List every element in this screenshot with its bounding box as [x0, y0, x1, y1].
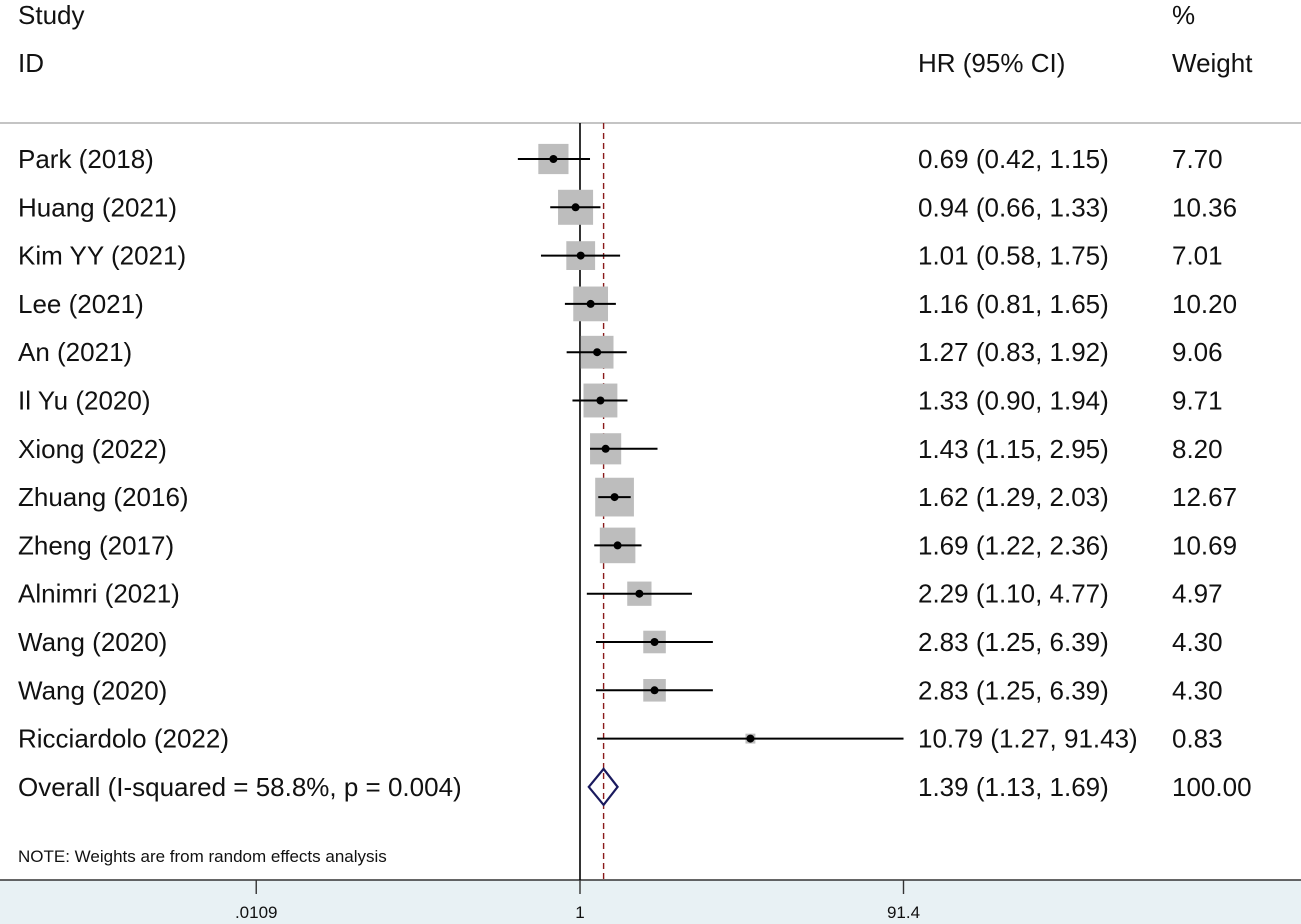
x-axis-ticks: .0109 1 91.4 — [235, 880, 920, 922]
study-weight: 7.70 — [1172, 144, 1223, 174]
study-hr-ci: 1.62 (1.29, 2.03) — [918, 482, 1109, 512]
study-point-estimate — [596, 396, 605, 405]
study-weight: 8.20 — [1172, 434, 1223, 464]
x-tick-label: 1 — [575, 903, 584, 922]
study-label: Park (2018) — [18, 144, 154, 174]
study-hr-ci: 2.29 (1.10, 4.77) — [918, 579, 1109, 609]
study-weight: 12.67 — [1172, 482, 1237, 512]
study-hr-ci: 2.83 (1.25, 6.39) — [918, 675, 1109, 705]
study-point-estimate — [650, 686, 659, 695]
overall-hr-ci: 1.39 (1.13, 1.69) — [918, 772, 1109, 802]
overall-label: Overall (I-squared = 58.8%, p = 0.004) — [18, 772, 462, 802]
study-hr-ci: 1.33 (0.90, 1.94) — [918, 386, 1109, 416]
study-hr-ci: 1.27 (0.83, 1.92) — [918, 337, 1109, 367]
axis-band — [0, 880, 1301, 924]
study-point-estimate — [746, 734, 755, 743]
study-point-estimate — [549, 155, 558, 163]
overall-diamond — [587, 767, 619, 807]
study-label: Zhuang (2016) — [18, 482, 189, 512]
study-hr-ci: 1.01 (0.58, 1.75) — [918, 241, 1109, 271]
study-point-estimate — [601, 444, 610, 453]
study-hr-ci: 1.43 (1.15, 2.95) — [918, 434, 1109, 464]
header-effect: HR (95% CI) — [918, 48, 1065, 78]
study-hr-ci: 1.69 (1.22, 2.36) — [918, 530, 1109, 560]
study-hr-ci: 10.79 (1.27, 91.43) — [918, 724, 1138, 754]
study-label: Il Yu (2020) — [18, 386, 151, 416]
study-weight: 9.71 — [1172, 386, 1223, 416]
study-label: Wang (2020) — [18, 675, 167, 705]
rows-layer: Park (2018) 0.69 (0.42, 1.15) 7.70 Huang (2… — [18, 144, 1252, 802]
study-point-estimate — [571, 203, 580, 212]
study-label: Xiong (2022) — [18, 434, 167, 464]
study-point-estimate — [635, 589, 644, 598]
study-label: Lee (2021) — [18, 289, 144, 319]
study-label: Huang (2021) — [18, 192, 177, 222]
plot-layer — [517, 123, 904, 880]
study-weight: 10.20 — [1172, 289, 1237, 319]
study-point-estimate — [593, 348, 602, 357]
study-weight: 0.83 — [1172, 724, 1223, 754]
study-hr-ci: 0.94 (0.66, 1.33) — [918, 192, 1109, 222]
study-point-estimate — [613, 541, 622, 550]
weights-note: NOTE: Weights are from random effects an… — [18, 847, 387, 866]
study-label: An (2021) — [18, 337, 132, 367]
header-study: Study — [18, 0, 85, 30]
study-weight: 4.30 — [1172, 627, 1223, 657]
study-weight: 9.06 — [1172, 337, 1223, 367]
study-label: Ricciardolo (2022) — [18, 724, 229, 754]
x-tick-label: .0109 — [235, 903, 278, 922]
study-point-estimate — [576, 251, 585, 260]
study-hr-ci: 0.69 (0.42, 1.15) — [918, 144, 1109, 174]
header-weight: Weight — [1172, 48, 1253, 78]
study-weight: 7.01 — [1172, 241, 1223, 271]
study-label: Zheng (2017) — [18, 530, 174, 560]
x-tick-label: 91.4 — [887, 903, 920, 922]
study-point-estimate — [650, 638, 659, 646]
header-weight-pct: % — [1172, 0, 1195, 30]
overall-weight: 100.00 — [1172, 772, 1252, 802]
study-weight: 10.36 — [1172, 192, 1237, 222]
study-label: Wang (2020) — [18, 627, 167, 657]
study-label: Kim YY (2021) — [18, 241, 186, 271]
study-point-estimate — [586, 299, 595, 308]
study-weight: 4.30 — [1172, 675, 1223, 705]
study-weight: 10.69 — [1172, 530, 1237, 560]
study-weight: 4.97 — [1172, 579, 1223, 609]
study-label: Alnimri (2021) — [18, 579, 180, 609]
study-point-estimate — [610, 493, 619, 502]
study-hr-ci: 2.83 (1.25, 6.39) — [918, 627, 1109, 657]
study-hr-ci: 1.16 (0.81, 1.65) — [918, 289, 1109, 319]
header-id: ID — [18, 48, 44, 78]
